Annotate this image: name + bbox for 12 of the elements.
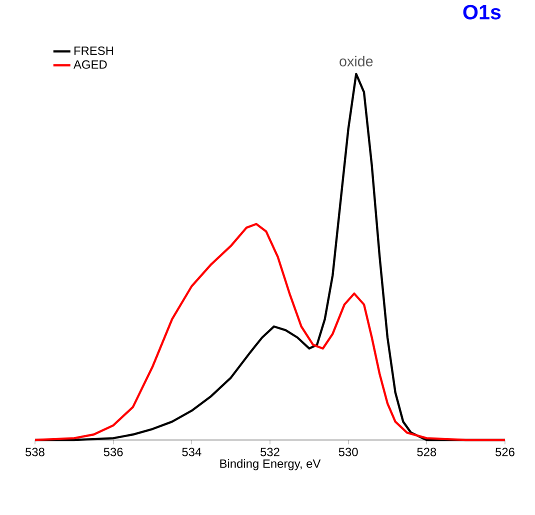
- x-tick-label: 532: [260, 448, 280, 456]
- x-tick-label: 536: [104, 448, 123, 456]
- x-tick-label: 534: [182, 448, 202, 456]
- annotation: oxide: [340, 56, 373, 66]
- legend-label: FRESH: [74, 46, 114, 55]
- chart-title: O1s: [463, 4, 501, 20]
- x-axis-title: Binding Energy, eV: [220, 459, 321, 470]
- legend-label: AGED: [73, 60, 107, 69]
- x-tick-label: 530: [338, 448, 358, 456]
- x-tick-label: 538: [26, 448, 44, 456]
- x-tick-label: 528: [417, 448, 436, 456]
- x-tick-label: 526: [496, 448, 514, 456]
